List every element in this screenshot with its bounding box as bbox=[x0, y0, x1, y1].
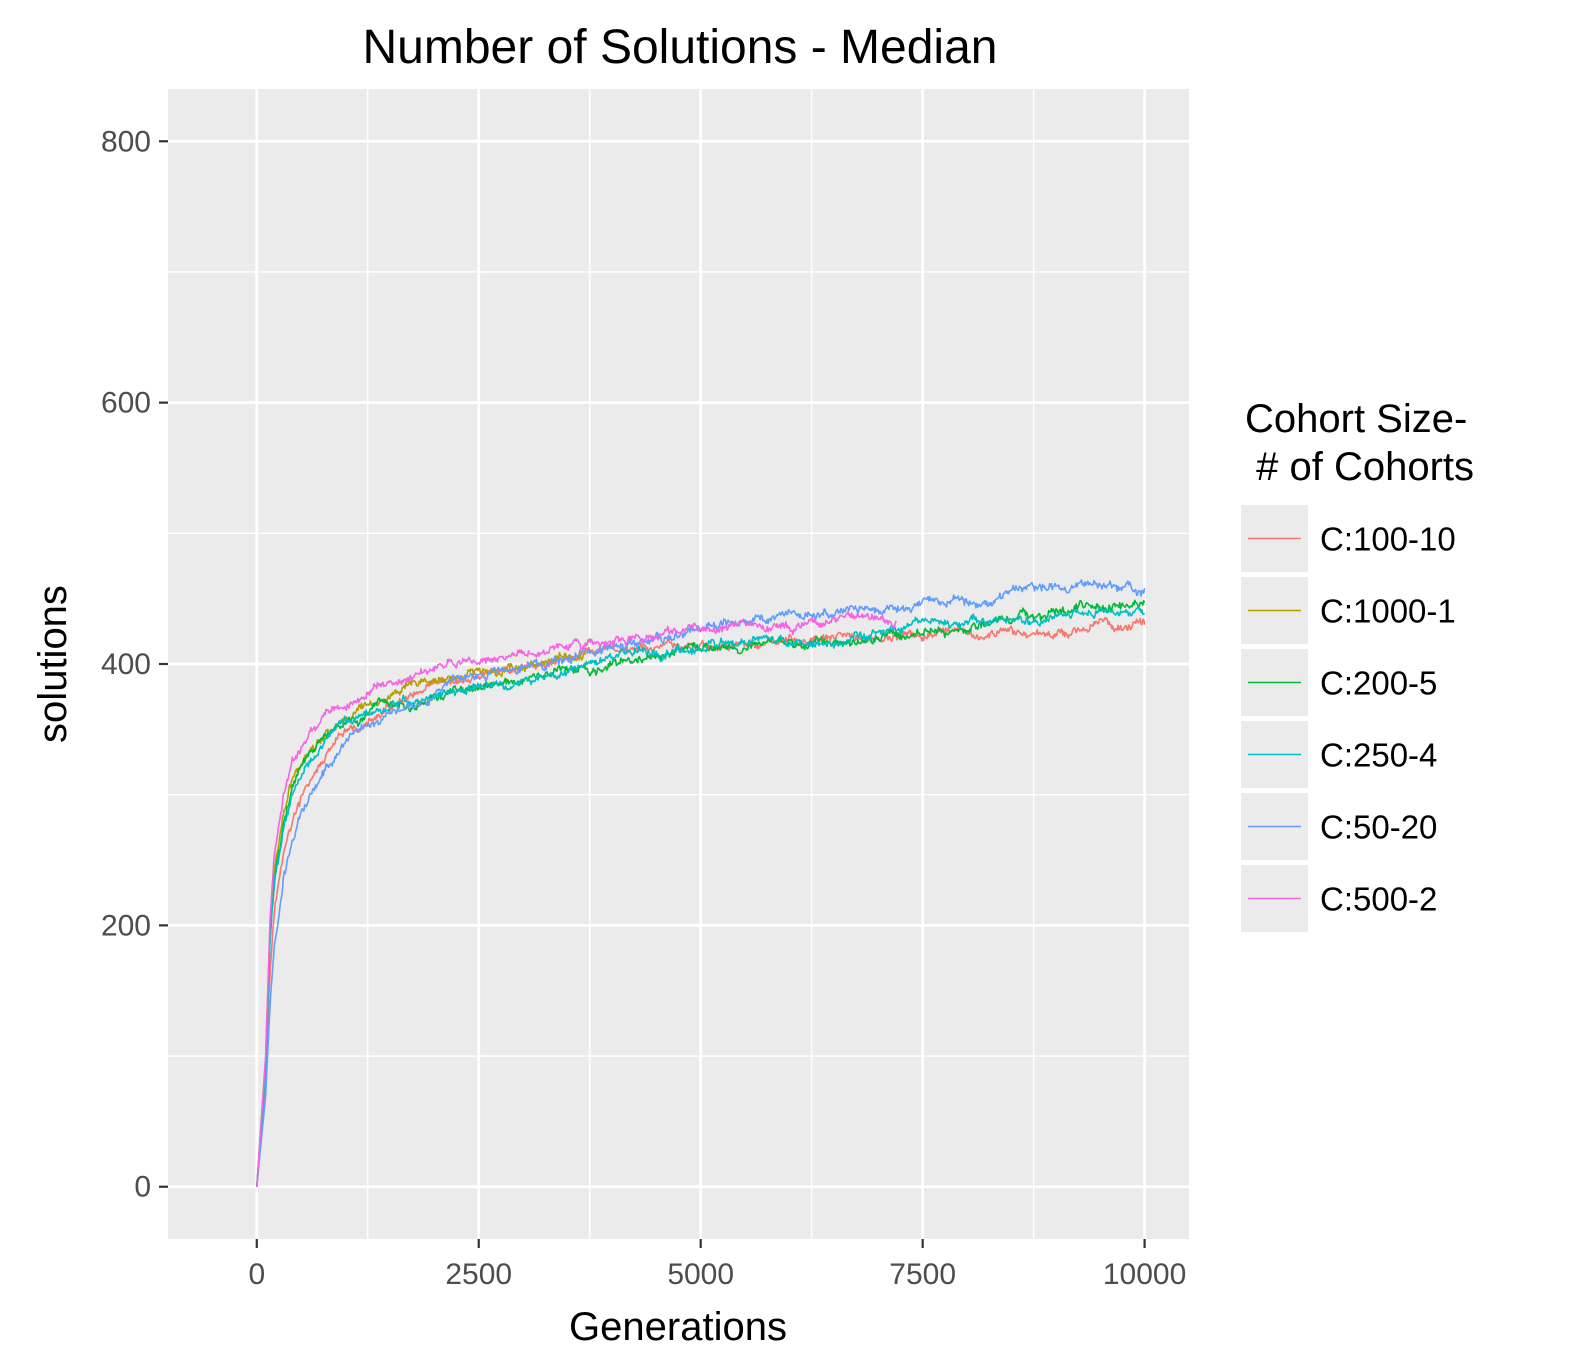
series-line-c-500-2 bbox=[256, 610, 897, 1187]
legend-label: C:100-10 bbox=[1320, 521, 1456, 558]
legend-label: C:250-4 bbox=[1320, 737, 1437, 774]
x-axis-title: Generations bbox=[569, 1305, 787, 1349]
series-lines bbox=[256, 579, 1146, 1187]
chart-title: Number of Solutions - Median bbox=[363, 21, 998, 74]
x-tick-label: 2500 bbox=[445, 1258, 512, 1291]
y-axis: 0 200 400 600 800 bbox=[101, 125, 168, 1204]
y-tick-label: 400 bbox=[101, 648, 151, 681]
x-tick-label: 5000 bbox=[667, 1258, 734, 1291]
legend: Cohort Size- # of Cohorts C:100-10 C:1000… bbox=[1241, 397, 1474, 932]
y-tick-label: 600 bbox=[101, 387, 151, 420]
legend-items: C:100-10 C:1000-1 C:200-5 C:250-4 C:50-20 C:5… bbox=[1241, 505, 1456, 932]
legend-title-line2: # of Cohorts bbox=[1245, 445, 1474, 489]
y-tick-label: 800 bbox=[101, 125, 151, 158]
series-line-c-50-20 bbox=[256, 579, 1146, 1187]
legend-label: C:50-20 bbox=[1320, 809, 1437, 846]
x-tick-label: 7500 bbox=[889, 1258, 956, 1291]
series-line-c-250-4 bbox=[256, 606, 1146, 1187]
x-tick-label: 0 bbox=[248, 1258, 265, 1291]
y-axis-title: solutions bbox=[31, 585, 75, 743]
legend-label: C:500-2 bbox=[1320, 881, 1437, 918]
y-tick-label: 0 bbox=[134, 1171, 151, 1204]
legend-label: C:200-5 bbox=[1320, 665, 1437, 702]
x-axis: 0 2500 5000 7500 10000 bbox=[248, 1239, 1186, 1291]
series-line-c-100-10 bbox=[256, 617, 1146, 1187]
y-tick-label: 200 bbox=[101, 909, 151, 942]
legend-title-line1: Cohort Size- bbox=[1245, 397, 1467, 441]
x-tick-label: 10000 bbox=[1103, 1258, 1186, 1291]
legend-label: C:1000-1 bbox=[1320, 593, 1456, 630]
series-line-c-1000-1 bbox=[256, 651, 587, 1187]
